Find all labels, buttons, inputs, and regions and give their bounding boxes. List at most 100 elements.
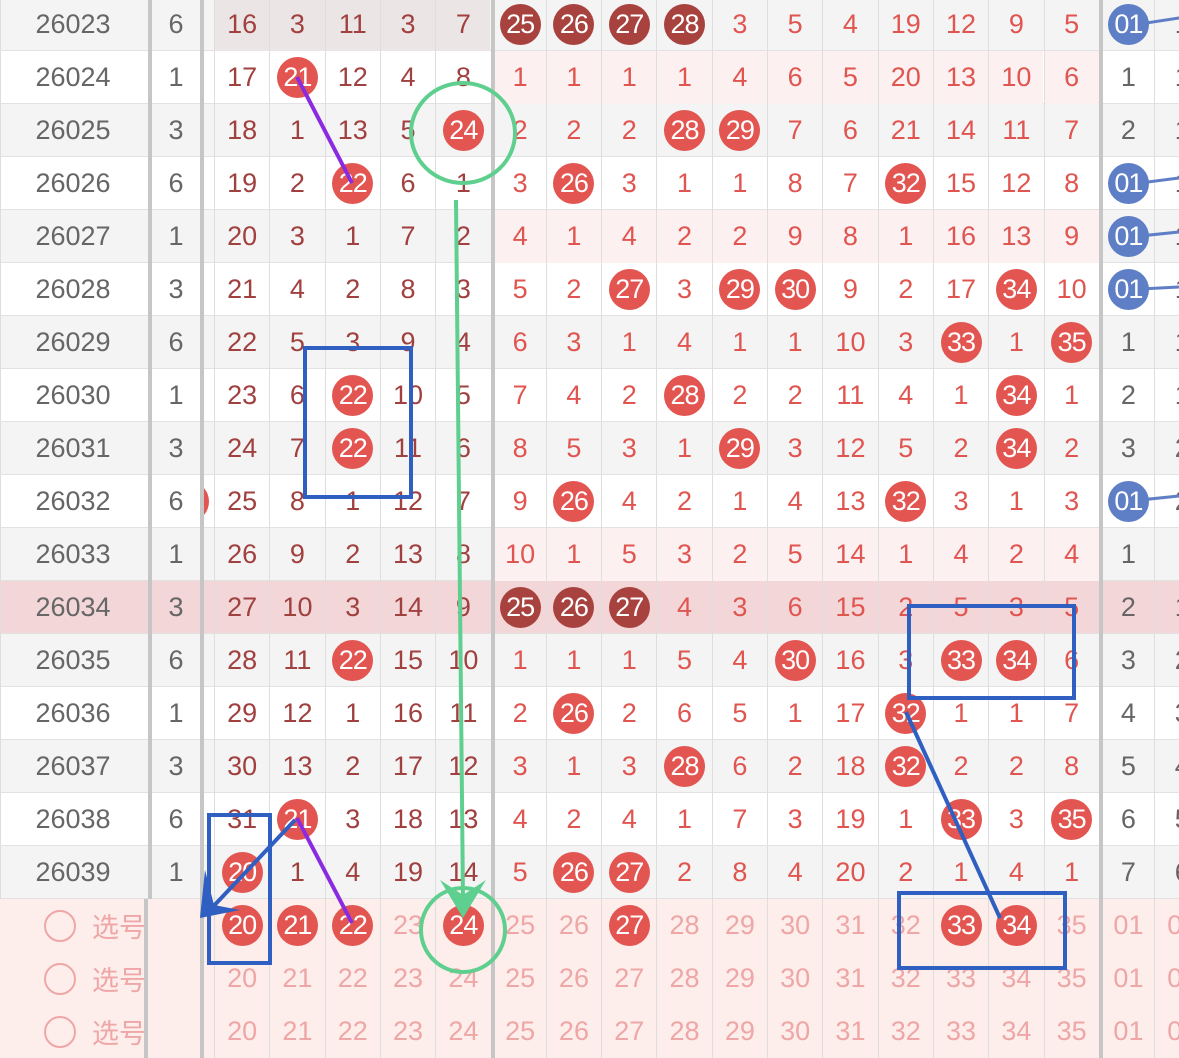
- number-cell-34[interactable]: 3: [988, 581, 1043, 634]
- number-cell-24[interactable]: 12: [435, 740, 490, 793]
- number-cell-21[interactable]: 2: [269, 157, 324, 210]
- select-cell-28[interactable]: 28: [656, 1005, 711, 1058]
- number-cell-29[interactable]: 6: [711, 740, 767, 793]
- blue-number-cell-01[interactable]: 3: [1098, 634, 1154, 687]
- number-cell-24[interactable]: 14: [435, 846, 490, 899]
- number-cell-29[interactable]: 29: [711, 104, 767, 157]
- number-cell-25[interactable]: 4: [490, 793, 546, 846]
- number-cell-25[interactable]: 1: [490, 634, 546, 687]
- number-cell-30[interactable]: 2: [767, 740, 822, 793]
- number-cell-26[interactable]: 5: [545, 422, 601, 475]
- number-cell-35[interactable]: 1: [1043, 846, 1099, 899]
- number-cell-29[interactable]: 2: [711, 210, 767, 263]
- number-cell-26[interactable]: 1: [545, 210, 602, 263]
- number-cell-20[interactable]: 25: [214, 475, 269, 528]
- number-cell-28[interactable]: 1: [656, 793, 711, 846]
- number-cell-30[interactable]: 5: [767, 0, 822, 51]
- number-cell-26[interactable]: 2: [545, 793, 601, 846]
- number-cell-21[interactable]: 5: [269, 316, 324, 369]
- number-cell-23[interactable]: 18: [379, 793, 435, 846]
- number-cell-25[interactable]: 25: [490, 581, 546, 634]
- number-cell-35[interactable]: 35: [1043, 793, 1099, 846]
- select-cell-33[interactable]: 33: [932, 1005, 988, 1058]
- select-cell-22[interactable]: 22: [324, 952, 380, 1005]
- number-cell-35[interactable]: 6: [1043, 51, 1099, 104]
- blue-ball[interactable]: 01: [1107, 4, 1149, 45]
- select-cell-31[interactable]: 31: [822, 1005, 877, 1058]
- blue-number-cell-01[interactable]: 01: [1098, 210, 1154, 263]
- number-cell-28[interactable]: 28: [656, 369, 711, 422]
- number-cell-30[interactable]: 5: [767, 528, 823, 581]
- blue-ball[interactable]: 01: [1107, 163, 1149, 204]
- number-cell-23[interactable]: 15: [379, 634, 435, 687]
- number-cell-20[interactable]: 30: [214, 740, 269, 793]
- blue-number-cell-02[interactable]: 4: [1154, 740, 1179, 793]
- selected-ball[interactable]: 33: [940, 905, 982, 946]
- number-ball[interactable]: 22: [332, 375, 374, 416]
- select-cell-32[interactable]: 32: [877, 899, 933, 952]
- number-cell-35[interactable]: 1: [1043, 369, 1099, 422]
- number-ball[interactable]: 27: [608, 852, 650, 893]
- number-cell-32[interactable]: 21: [877, 104, 933, 157]
- number-cell-27[interactable]: 1: [601, 51, 657, 104]
- number-cell-23[interactable]: 8: [379, 263, 435, 316]
- number-cell-33[interactable]: 3: [932, 475, 988, 528]
- number-cell-31[interactable]: 13: [822, 475, 877, 528]
- number-cell-31[interactable]: 10: [822, 316, 877, 369]
- number-cell-27[interactable]: 27: [601, 263, 656, 316]
- number-cell-21[interactable]: 8: [269, 475, 324, 528]
- number-ball[interactable]: 22: [332, 163, 374, 204]
- number-cell-27[interactable]: 4: [601, 475, 656, 528]
- number-cell-29[interactable]: 2: [711, 369, 767, 422]
- number-cell-35[interactable]: 3: [1043, 475, 1099, 528]
- number-cell-35[interactable]: 6: [1043, 634, 1099, 687]
- number-cell-30[interactable]: 2: [767, 369, 822, 422]
- number-cell-28[interactable]: 5: [656, 634, 711, 687]
- select-cell-02[interactable]: 02: [1154, 1005, 1179, 1058]
- table-row[interactable]: 2603863121318134241731913333565: [0, 793, 1179, 846]
- number-cell-23[interactable]: 4: [379, 51, 435, 104]
- number-cell-30[interactable]: 8: [767, 157, 822, 210]
- select-cell-23[interactable]: 23: [379, 952, 435, 1005]
- number-cell-29[interactable]: 1: [711, 157, 767, 210]
- number-cell-29[interactable]: 3: [711, 0, 767, 51]
- number-cell-26[interactable]: 1: [545, 51, 602, 104]
- number-cell-20[interactable]: 18: [214, 104, 269, 157]
- number-cell-24[interactable]: 7: [435, 0, 491, 51]
- number-ball[interactable]: 33: [940, 640, 982, 681]
- selected-ball[interactable]: 20: [221, 905, 263, 946]
- blue-number-cell-02[interactable]: 1: [1154, 369, 1179, 422]
- number-cell-34[interactable]: 2: [988, 528, 1044, 581]
- number-cell-29[interactable]: 3: [711, 581, 767, 634]
- number-cell-22[interactable]: 22: [324, 369, 380, 422]
- number-cell-25[interactable]: 7: [490, 369, 546, 422]
- number-cell-35[interactable]: 7: [1043, 104, 1099, 157]
- number-cell-32[interactable]: 2: [877, 263, 933, 316]
- blue-ball[interactable]: 01: [1107, 481, 1149, 522]
- number-cell-29[interactable]: 1: [711, 475, 767, 528]
- number-cell-21[interactable]: 1: [269, 104, 324, 157]
- number-cell-24[interactable]: 4: [435, 316, 490, 369]
- blue-number-cell-01[interactable]: 01: [1098, 263, 1154, 316]
- number-cell-21[interactable]: 21: [269, 793, 324, 846]
- select-cell-30[interactable]: 30: [767, 952, 822, 1005]
- number-cell-35[interactable]: 4: [1043, 528, 1099, 581]
- number-ball[interactable]: 33: [940, 799, 982, 840]
- number-cell-21[interactable]: 7: [269, 422, 324, 475]
- select-cell-02[interactable]: 02: [1154, 952, 1179, 1005]
- number-cell-20[interactable]: 17: [214, 51, 269, 104]
- number-cell-33[interactable]: 17: [932, 263, 988, 316]
- number-cell-28[interactable]: 2: [656, 210, 712, 263]
- number-cell-33[interactable]: 1: [932, 846, 988, 899]
- number-cell-31[interactable]: 15: [822, 581, 877, 634]
- number-cell-32[interactable]: 32: [877, 157, 933, 210]
- number-cell-32[interactable]: 32: [877, 475, 933, 528]
- select-cell-31[interactable]: 31: [822, 899, 877, 952]
- blue-number-cell-02[interactable]: 1: [1154, 263, 1179, 316]
- number-ball[interactable]: 32: [885, 746, 927, 787]
- number-cell-31[interactable]: 5: [822, 51, 878, 104]
- number-ball[interactable]: 29: [719, 110, 761, 151]
- table-row[interactable]: 2603612912116112262651173211743: [0, 687, 1179, 740]
- number-cell-24[interactable]: 1: [435, 157, 490, 210]
